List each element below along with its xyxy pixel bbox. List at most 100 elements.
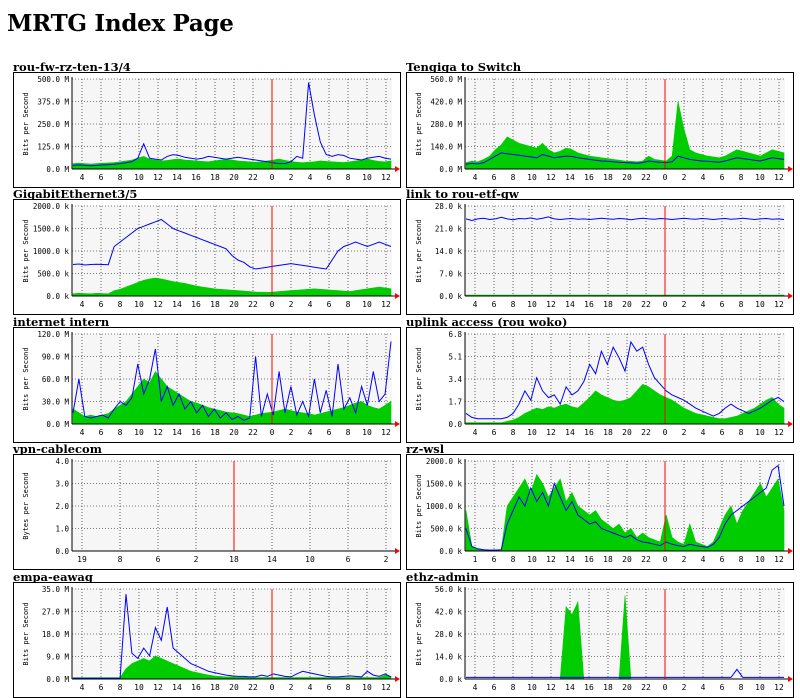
x-tick-label: 10 (134, 300, 144, 309)
graph-frame[interactable]: Bits per Second 560.0 M 420.0 M 280.0 M 140.… (406, 72, 794, 188)
x-tick-label: 14 (172, 428, 182, 437)
graph-frame[interactable]: Bits per Second 28.0 k 21.0 k 14.0 k 7.0 k 0.… (406, 199, 794, 315)
x-tick-label: 18 (210, 428, 220, 437)
y-tick-label: 0.0 k (439, 292, 462, 301)
series-out-line (72, 341, 392, 421)
x-tick-label: 2 (384, 555, 389, 564)
x-tick-label: 4 (473, 173, 478, 182)
x-tick-label: 18 (210, 683, 220, 692)
x-tick-label: 18 (603, 300, 613, 309)
y-tick-label: 6.8 (448, 330, 462, 339)
graph-title[interactable]: ethz-admin (406, 570, 479, 584)
series-out-line (73, 594, 392, 679)
y-tick-label: 0.0 M (439, 165, 462, 174)
x-tick-label: 20 (229, 428, 239, 437)
graph-title[interactable]: link to rou-etf-gw (406, 187, 519, 201)
graph-title[interactable]: empa-eawag (13, 570, 93, 584)
graph-frame[interactable]: Bits per Second 6.8 5.1 3.4 1.7 0.0 4 6 8 10 12 14 1… (406, 327, 794, 443)
x-tick-label: 4 (308, 683, 313, 692)
x-axis-arrow-icon (788, 293, 793, 299)
y-tick-label: 7.0 k (439, 270, 462, 279)
x-tick-label: 4 (308, 300, 313, 309)
x-tick-label: 8 (511, 683, 516, 692)
y-tick-label: 0.0 (448, 420, 462, 429)
x-tick-label: 6 (492, 683, 497, 692)
y-tick-label: 2000.0 k (426, 457, 463, 466)
y-tick-label: 500.0 k (37, 270, 69, 279)
x-tick-label: 16 (584, 555, 594, 564)
graph-frame[interactable]: Bytes per Second 4.0 3.0 2.0 1.0 0.0 19 8 6 2 18 14… (13, 454, 401, 570)
x-tick-label: 10 (362, 683, 372, 692)
x-tick-label: 14 (565, 300, 575, 309)
graph-frame[interactable]: Bits per Second 56.0 k 42.0 k 28.0 k 14.0 k 0… (406, 582, 794, 698)
x-tick-label: 2 (682, 555, 687, 564)
x-tick-label: 8 (118, 428, 123, 437)
graph-frame[interactable]: Bits per Second 120.0 M 90.0 M 60.0 M 30.0 M… (13, 327, 401, 443)
graph-title[interactable]: rz-wsl (406, 442, 445, 456)
x-tick-label: 22 (248, 300, 258, 309)
graph-title[interactable]: rou-fw-rz-ten-13/4 (13, 60, 131, 74)
x-tick-label: 10 (755, 428, 765, 437)
x-tick-label: 2 (682, 300, 687, 309)
x-tick-label: 2 (682, 173, 687, 182)
y-tick-label: 500.0 M (37, 75, 69, 84)
x-tick-label: 10 (134, 173, 144, 182)
x-tick-label: 4 (701, 428, 706, 437)
graph-title[interactable]: uplink access (rou woko) (406, 315, 568, 329)
x-tick-label: 10 (362, 428, 372, 437)
series-in-area (72, 156, 392, 170)
x-tick-label: 10 (527, 300, 537, 309)
y-tick-label: 140.0 M (430, 143, 462, 152)
graph-title[interactable]: Tengiga to Switch (406, 60, 522, 74)
series-out-line (465, 216, 785, 222)
x-tick-label: 6 (720, 428, 725, 437)
x-tick-label: 1 (473, 555, 478, 564)
x-tick-label: 18 (210, 300, 220, 309)
x-tick-label: 8 (118, 683, 123, 692)
x-tick-label: 12 (153, 300, 163, 309)
y-tick-label: 9.0 M (46, 653, 69, 662)
x-tick-label: 4 (80, 300, 85, 309)
x-tick-label: 2 (194, 555, 199, 564)
y-tick-label: 560.0 M (430, 75, 462, 84)
x-tick-label: 0 (663, 683, 668, 692)
x-tick-label: 22 (641, 173, 651, 182)
y-tick-label: 3.0 (55, 480, 69, 489)
x-tick-label: 12 (546, 428, 556, 437)
x-tick-label: 6 (720, 555, 725, 564)
x-tick-label: 10 (755, 300, 765, 309)
series-in-area (72, 655, 392, 680)
x-tick-label: 6 (99, 300, 104, 309)
x-tick-label: 12 (774, 173, 784, 182)
graph-title[interactable]: GigabitEthernet3/5 (13, 187, 138, 201)
x-tick-label: 6 (720, 300, 725, 309)
x-tick-label: 2 (289, 300, 294, 309)
graph-frame[interactable]: Bits per Second 35.0 M 27.0 M 18.0 M 9.0 M 0.… (13, 582, 401, 698)
series-in-area (465, 101, 785, 170)
x-tick-label: 12 (546, 555, 556, 564)
x-tick-label: 0 (663, 173, 668, 182)
graph-svg: Bits per Second 500.0 M 375.0 M 250.0 M 125.… (22, 75, 400, 182)
x-tick-label: 14 (172, 683, 182, 692)
x-tick-label: 10 (755, 173, 765, 182)
x-tick-label: 12 (153, 428, 163, 437)
x-tick-label: 16 (584, 428, 594, 437)
y-tick-label: 28.0 k (435, 202, 463, 211)
x-tick-label: 22 (248, 173, 258, 182)
y-tick-label: 1000.0 k (426, 502, 463, 511)
x-tick-label: 14 (172, 300, 182, 309)
y-tick-label: 3.4 (448, 375, 462, 384)
graph-title[interactable]: internet intern (13, 315, 110, 329)
y-tick-label: 28.0 k (435, 630, 463, 639)
graph-title[interactable]: vpn-cablecom (13, 442, 102, 456)
x-tick-label: 6 (156, 555, 161, 564)
x-tick-label: 22 (641, 555, 651, 564)
graph-frame[interactable]: Bits per Second 500.0 M 375.0 M 250.0 M 125.… (13, 72, 401, 188)
y-tick-label: 120.0 M (37, 330, 69, 339)
x-tick-label: 10 (134, 683, 144, 692)
series-in-area (465, 473, 785, 552)
x-tick-label: 22 (248, 428, 258, 437)
